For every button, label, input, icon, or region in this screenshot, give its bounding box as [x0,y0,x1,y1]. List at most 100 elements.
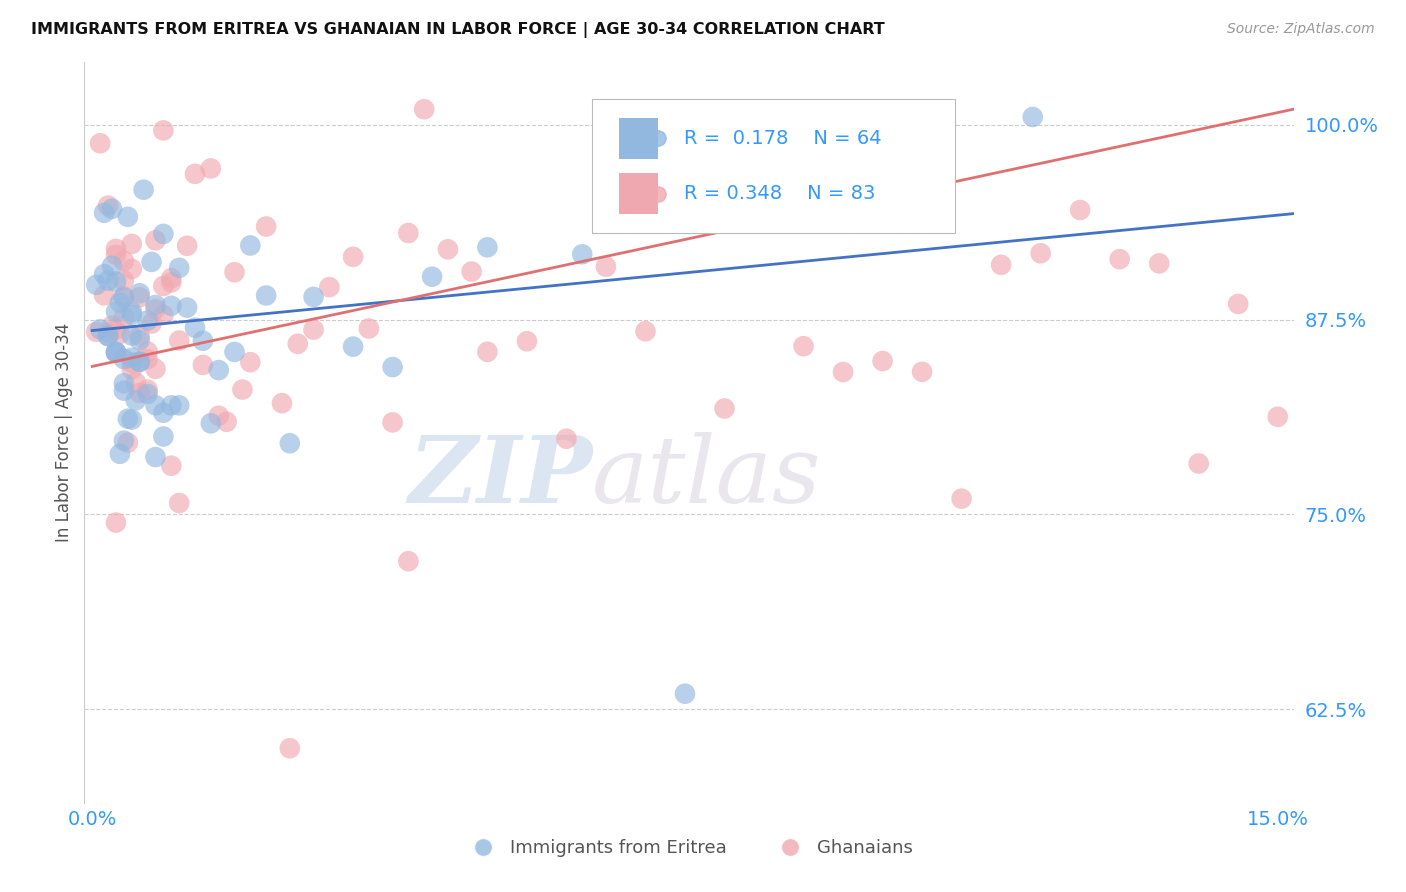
Point [634,324,657,338]
Point [136,313,159,327]
Point [121,305,143,319]
Point [420,269,443,284]
Point [302,323,325,337]
Point [145,450,167,464]
Point [117,411,139,425]
Point [117,210,139,224]
Point [318,280,340,294]
Point [104,345,127,359]
Point [121,262,143,277]
Point [152,227,174,241]
Point [413,102,436,116]
Point [224,345,246,359]
Point [396,226,419,240]
Point [152,279,174,293]
Y-axis label: In Labor Force | Age 30-34: In Labor Force | Age 30-34 [55,323,73,542]
Point [152,429,174,443]
Point [1188,457,1211,471]
Point [342,340,364,354]
Point [141,317,163,331]
Point [101,202,124,216]
Point [950,491,973,506]
Point [176,239,198,253]
Point [239,355,262,369]
Point [167,398,190,412]
Point [112,289,135,303]
Point [104,275,127,289]
Point [112,310,135,325]
Point [555,432,578,446]
Point [231,383,253,397]
Point [112,273,135,287]
Point [145,233,167,247]
Point [104,248,127,262]
Point [101,318,124,333]
Point [167,260,190,275]
Point [101,259,124,273]
Point [97,274,120,288]
Point [108,447,131,461]
Point [160,271,183,285]
Point [152,123,174,137]
Point [104,516,127,530]
Point [93,267,115,281]
Point [200,417,222,431]
Point [128,386,150,401]
Point [97,329,120,343]
Point [112,384,135,398]
Point [112,291,135,305]
Point [145,302,167,317]
Point [208,409,231,423]
Point [121,351,143,365]
Point [437,242,460,256]
Point [167,334,190,348]
Point [136,386,159,401]
Point [381,416,404,430]
Point [208,363,231,377]
Point [167,496,190,510]
Text: IMMIGRANTS FROM ERITREA VS GHANAIAN IN LABOR FORCE | AGE 30-34 CORRELATION CHART: IMMIGRANTS FROM ERITREA VS GHANAIAN IN L… [31,22,884,38]
Point [108,295,131,310]
Point [239,238,262,252]
Point [752,195,775,210]
FancyBboxPatch shape [619,173,658,214]
Point [97,326,120,340]
Point [112,434,135,448]
Point [128,355,150,369]
Point [136,344,159,359]
Point [108,326,131,341]
Point [673,687,696,701]
Point [121,356,143,370]
Point [254,219,277,234]
Point [595,260,617,274]
Point [84,277,107,292]
Point [872,354,894,368]
Point [477,344,499,359]
Point [191,334,214,348]
FancyBboxPatch shape [592,99,955,233]
Point [136,383,159,397]
Point [1029,246,1052,260]
Point [132,183,155,197]
Point [160,276,183,290]
Point [832,365,855,379]
Point [160,398,183,412]
Point [152,308,174,322]
Point [160,458,183,473]
Point [125,393,148,408]
Point [215,415,238,429]
Point [224,265,246,279]
Point [128,355,150,369]
Point [1147,256,1170,270]
Text: R = 0.348    N = 83: R = 0.348 N = 83 [685,185,876,203]
Point [1022,110,1045,124]
Point [302,290,325,304]
Point [125,376,148,390]
Point [191,358,214,372]
Point [104,345,127,359]
Point [271,396,294,410]
Point [160,299,183,313]
Point [84,325,107,339]
Point [93,288,115,302]
Point [93,206,115,220]
